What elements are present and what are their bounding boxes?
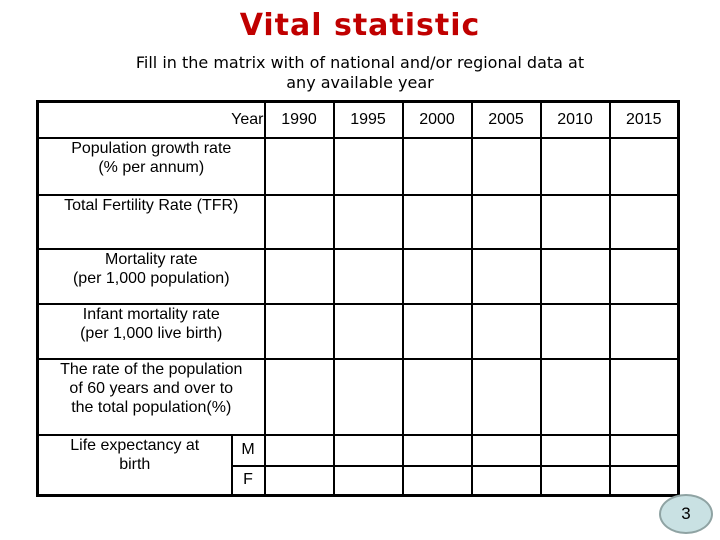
slide-subtitle: Fill in the matrix with of national and/… [135, 53, 585, 92]
data-cell [608, 302, 680, 360]
data-cell [470, 433, 542, 467]
data-cell [332, 193, 404, 250]
data-cell [401, 433, 473, 467]
data-cell [608, 464, 680, 497]
table-header-row: Year 1990 1995 2000 2005 2010 2015 [36, 100, 680, 139]
row-label-life-expectancy: Life expectancy at birth [36, 433, 233, 497]
data-cell [263, 357, 335, 436]
data-cell [608, 433, 680, 467]
data-cell [263, 136, 335, 196]
data-cell [332, 247, 404, 305]
data-cell [263, 193, 335, 250]
vital-statistics-table: Year 1990 1995 2000 2005 2010 2015 Popul… [36, 100, 680, 497]
data-cell [332, 464, 404, 497]
data-cell [539, 247, 611, 305]
row-label-infant-mortality: Infant mortality rate (per 1,000 live bi… [36, 302, 266, 360]
table-row-infant-mortality: Infant mortality rate (per 1,000 live bi… [36, 302, 680, 360]
data-cell [539, 357, 611, 436]
data-cell [608, 357, 680, 436]
table-row-life-expectancy-female: F [38, 464, 680, 497]
year-header-2015: 2015 [608, 100, 680, 139]
year-header-2010: 2010 [539, 100, 611, 139]
data-cell [608, 193, 680, 250]
male-sub-row-label: M [230, 433, 266, 467]
data-cell [539, 302, 611, 360]
row-label-aged-population: The rate of the population of 60 years a… [36, 357, 266, 436]
data-cell [401, 247, 473, 305]
year-header-2000: 2000 [401, 100, 473, 139]
data-cell [401, 193, 473, 250]
table-row-population-growth: Population growth rate (% per annum) [36, 136, 680, 196]
table-row-aged-population: The rate of the population of 60 years a… [36, 357, 680, 436]
page-number: 3 [681, 504, 691, 523]
data-cell [608, 247, 680, 305]
table-row-life-expectancy-male: Life expectancy at birth M [36, 433, 680, 497]
row-label-mortality: Mortality rate (per 1,000 population) [36, 247, 266, 305]
data-cell [401, 357, 473, 436]
data-cell [263, 464, 335, 497]
data-cell [263, 302, 335, 360]
data-cell [470, 357, 542, 436]
table-row-tfr: Total Fertility Rate (TFR) [36, 193, 680, 250]
data-cell [470, 302, 542, 360]
data-cell [470, 136, 542, 196]
data-cell [263, 433, 335, 467]
data-cell [401, 464, 473, 497]
year-header-1995: 1995 [332, 100, 404, 139]
data-cell [608, 136, 680, 196]
row-label-population-growth: Population growth rate (% per annum) [36, 136, 266, 196]
data-cell [539, 433, 611, 467]
year-header-label: Year [36, 100, 266, 139]
data-cell [332, 433, 404, 467]
data-cell [332, 136, 404, 196]
data-cell [401, 302, 473, 360]
page-number-badge: 3 [659, 494, 713, 534]
data-cell [470, 193, 542, 250]
data-cell [470, 247, 542, 305]
data-cell [401, 136, 473, 196]
data-cell [332, 302, 404, 360]
data-cell [539, 136, 611, 196]
data-cell [539, 464, 611, 497]
table-row-mortality: Mortality rate (per 1,000 population) [36, 247, 680, 305]
female-sub-row-label: F [230, 464, 266, 497]
slide-title: Vital statistic [239, 8, 481, 43]
data-cell [332, 357, 404, 436]
year-header-1990: 1990 [263, 100, 335, 139]
row-label-tfr: Total Fertility Rate (TFR) [36, 193, 266, 250]
data-cell [470, 464, 542, 497]
data-cell [263, 247, 335, 305]
data-cell [539, 193, 611, 250]
year-header-2005: 2005 [470, 100, 542, 139]
